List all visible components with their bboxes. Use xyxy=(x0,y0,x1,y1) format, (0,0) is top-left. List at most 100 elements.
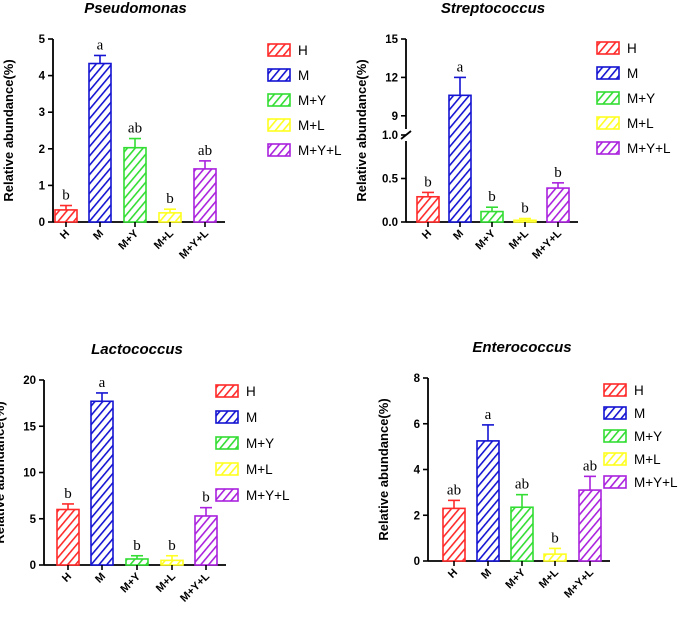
significance-label-h: b xyxy=(64,486,72,502)
legend-label-h: H xyxy=(298,43,308,58)
legend-label-m: M xyxy=(298,68,309,83)
y-axis-label: Relative abundance(%) xyxy=(0,401,7,543)
x-tick-label-m: M xyxy=(91,228,106,243)
x-tick-label-h: H xyxy=(446,567,460,581)
significance-label-m-plus-y: ab xyxy=(128,121,142,137)
significance-label-m-plus-l: b xyxy=(551,530,559,546)
y-tick-label: 6 xyxy=(414,419,420,431)
x-tick-label-m-plus-l: M+L xyxy=(152,227,176,251)
significance-label-m-plus-y-plus-l: b xyxy=(554,165,562,181)
significance-label-h: b xyxy=(62,188,70,204)
bar-m-plus-y-plus-l xyxy=(193,168,217,223)
legend-swatch-h xyxy=(215,384,239,398)
bar-m-plus-l xyxy=(543,553,567,562)
significance-label-m-plus-l: b xyxy=(168,538,176,554)
y-tick-label: 0 xyxy=(414,556,420,568)
y-tick-label: 2 xyxy=(414,510,420,522)
significance-label-m-plus-y-plus-l: b xyxy=(202,490,210,506)
y-tick-label: 1 xyxy=(39,180,46,192)
x-tick-label-m-plus-y: M+Y xyxy=(118,570,143,595)
bar-m xyxy=(448,94,472,223)
legend-label-m: M xyxy=(634,406,645,421)
bar-m-plus-y xyxy=(125,558,149,566)
x-tick-label-m-plus-y-plus-l: M+Y+L xyxy=(178,570,212,604)
chart-panel-pseudomonas: Pseudomonas Relative abundance(%) 0 1 2 3 4 5 b H… xyxy=(1,0,342,262)
legend-label-m-plus-l: M+L xyxy=(634,452,661,467)
significance-label-m: a xyxy=(99,375,106,391)
y-tick-label: 9 xyxy=(392,111,398,123)
legend-label-h: H xyxy=(246,384,256,399)
legend-swatch-m-plus-y xyxy=(596,91,620,105)
legend-swatch-m-plus-y xyxy=(603,429,627,443)
y-axis-label: Relative abundance(%) xyxy=(1,59,16,201)
legend-label-m-plus-y: M+Y xyxy=(298,93,326,108)
bar-m-plus-l xyxy=(513,219,537,223)
significance-label-m-plus-y: b xyxy=(133,538,141,554)
legend: HM M+Y M+L M+Y+L xyxy=(603,383,678,490)
legend-swatch-m-plus-l xyxy=(215,462,239,476)
legend-swatch-m-plus-y-plus-l xyxy=(267,143,291,157)
legend-swatch-h xyxy=(596,41,620,55)
legend-swatch-m-plus-y-plus-l xyxy=(603,475,627,489)
bar-m-plus-y xyxy=(480,210,504,223)
chart-title: Pseudomonas xyxy=(84,0,187,17)
chart-panel-streptococcus: Streptococcus Relative abundance(%) 0.0 0.5… xyxy=(354,0,671,262)
y-tick-label: 4 xyxy=(414,465,421,477)
legend-label-m: M xyxy=(246,410,257,425)
legend-label-h: H xyxy=(627,41,637,56)
bar-m-plus-y-plus-l xyxy=(194,515,218,566)
legend: HM M+Y M+L M+Y+L xyxy=(596,41,671,156)
y-tick-label: 15 xyxy=(23,421,36,433)
bar-m-plus-y-plus-l xyxy=(546,187,570,223)
y-axis-label: Relative abundance(%) xyxy=(376,398,391,540)
legend-swatch-m xyxy=(267,68,291,82)
significance-label-m-plus-y: ab xyxy=(515,477,529,493)
significance-label-m-plus-l: b xyxy=(166,191,174,207)
bar-m-plus-y-plus-l xyxy=(578,489,602,562)
y-tick-label: 12 xyxy=(385,72,398,84)
x-tick-label-m-plus-l: M+L xyxy=(154,570,178,594)
legend-swatch-h xyxy=(267,43,291,57)
legend-swatch-m-plus-y xyxy=(267,93,291,107)
legend-label-m-plus-l: M+L xyxy=(627,116,654,131)
bar-h xyxy=(56,508,80,566)
bar-m xyxy=(476,440,500,562)
significance-label-m: a xyxy=(97,37,104,53)
legend-label-m-plus-l: M+L xyxy=(298,118,325,133)
chart-title: Lactococcus xyxy=(91,341,183,358)
x-tick-label-m: M xyxy=(93,571,108,586)
bar-m-plus-y xyxy=(123,146,147,223)
chart-panel-enterococcus: Enterococcus Relative abundance(%) 0 2 4 6 8 ab… xyxy=(376,339,678,601)
bar-m-plus-y xyxy=(510,506,534,562)
bar-h xyxy=(416,195,440,223)
legend-label-m-plus-l: M+L xyxy=(246,462,273,477)
legend-label-h: H xyxy=(634,383,644,398)
x-tick-label-m: M xyxy=(479,567,494,582)
x-tick-label-h: H xyxy=(420,228,434,242)
legend-label-m-plus-y: M+Y xyxy=(246,436,274,451)
x-tick-label-h: H xyxy=(58,228,72,242)
legend-label-m-plus-y: M+Y xyxy=(627,91,655,106)
bar-m-plus-l xyxy=(160,559,184,566)
chart-title: Enterococcus xyxy=(472,339,571,356)
legend-label-m-plus-y-plus-l: M+Y+L xyxy=(298,143,342,158)
x-tick-label-m-plus-y: M+Y xyxy=(473,227,498,252)
legend-label-m-plus-y-plus-l: M+Y+L xyxy=(634,475,678,490)
legend-label-m-plus-y: M+Y xyxy=(634,429,662,444)
x-tick-label-m-plus-y-plus-l: M+Y+L xyxy=(177,227,211,261)
y-tick-label: 0.5 xyxy=(382,174,399,186)
legend-swatch-m-plus-l xyxy=(267,118,291,132)
bar-m xyxy=(90,400,114,566)
legend-swatch-m-plus-y xyxy=(215,436,239,450)
bar-h xyxy=(54,209,78,223)
bar-m-plus-l xyxy=(158,212,182,223)
legend-swatch-m-plus-y-plus-l xyxy=(215,488,239,502)
y-tick-label: 10 xyxy=(23,468,36,480)
x-tick-label-m-plus-l: M+L xyxy=(537,566,561,590)
legend-label-m-plus-y-plus-l: M+Y+L xyxy=(246,488,290,503)
legend-swatch-m-plus-l xyxy=(603,452,627,466)
y-tick-label: 1.0 xyxy=(382,130,398,142)
significance-label-m-plus-y-plus-l: ab xyxy=(583,458,597,474)
y-tick-label: 8 xyxy=(414,373,421,385)
